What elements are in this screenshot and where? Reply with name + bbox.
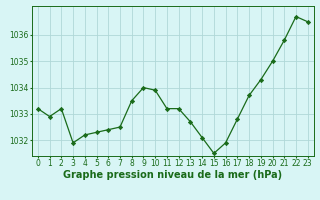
X-axis label: Graphe pression niveau de la mer (hPa): Graphe pression niveau de la mer (hPa): [63, 170, 282, 180]
